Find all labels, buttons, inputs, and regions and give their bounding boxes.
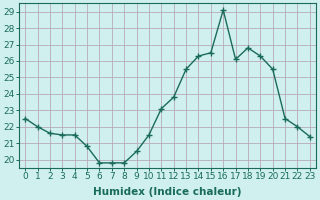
X-axis label: Humidex (Indice chaleur): Humidex (Indice chaleur) (93, 187, 242, 197)
